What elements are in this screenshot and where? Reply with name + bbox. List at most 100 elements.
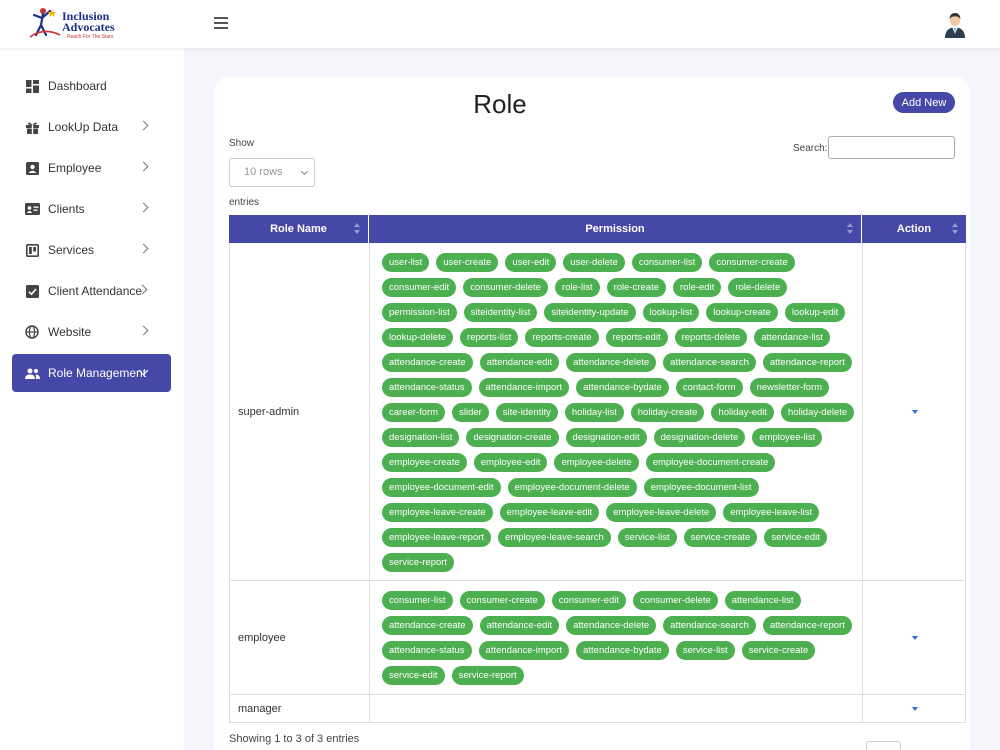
brand-logo[interactable]: Inclusion Advocates Reach For The Stars (26, 5, 116, 43)
permission-badge: consumer-list (382, 591, 453, 610)
permission-cell (370, 695, 863, 722)
permission-badge: designation-create (466, 428, 559, 447)
permission-badge: contact-form (675, 378, 743, 397)
checkbox-icon (24, 283, 40, 299)
permission-badge: attendance-report (762, 616, 852, 635)
permission-badge: employee-leave-report (382, 528, 492, 547)
menu-toggle-icon[interactable] (214, 17, 228, 29)
sidebar-item-website[interactable]: Website (12, 313, 171, 351)
permission-badge: attendance-list (724, 591, 801, 610)
table-info: Showing 1 to 3 of 3 entries (229, 733, 360, 745)
chevron-right-icon (138, 325, 149, 336)
action-cell (863, 243, 966, 580)
permission-badge: attendance-create (382, 353, 473, 372)
column-header-role-name[interactable]: Role Name (229, 215, 369, 243)
permission-badge: employee-document-delete (507, 478, 637, 497)
brand-name-line1: Inclusion (62, 9, 110, 23)
sidebar-item-services[interactable]: Services (12, 231, 171, 269)
permission-badge: role-create (606, 278, 667, 297)
sidebar-item-label: Website (48, 325, 92, 339)
permission-badge: role-edit (673, 278, 722, 297)
permission-badge: attendance-bydate (576, 378, 669, 397)
action-dropdown-icon[interactable] (911, 706, 918, 711)
sort-icon (952, 223, 958, 235)
role-name-cell: super-admin (230, 243, 370, 580)
rows-per-page-value: 10 rows (244, 166, 283, 178)
pagination-button[interactable] (866, 741, 901, 750)
chevron-down-icon (300, 167, 309, 176)
permission-badge: employee-delete (554, 453, 639, 472)
search-input[interactable] (828, 136, 955, 159)
permission-badge: attendance-status (382, 641, 472, 660)
permission-badge: service-list (617, 528, 677, 547)
brand-tagline: Reach For The Stars (67, 34, 114, 40)
sidebar-item-client-attendance[interactable]: Client Attendance (12, 272, 171, 310)
show-label: Show (229, 138, 255, 149)
column-header-label: Role Name (270, 223, 327, 235)
entries-label: entries (229, 197, 260, 208)
table-row: manager (229, 695, 966, 723)
sidebar-item-label: LookUp Data (48, 120, 119, 134)
sidebar-item-role-management[interactable]: Role Management (12, 354, 171, 392)
permission-badge: attendance-delete (566, 616, 657, 635)
permission-badge: employee-edit (473, 453, 548, 472)
permission-badge: user-list (382, 253, 430, 272)
sidebar-item-dashboard[interactable]: Dashboard (12, 67, 171, 105)
permission-badge: employee-leave-list (723, 503, 820, 522)
permission-badge: holiday-create (630, 403, 705, 422)
table-row: super-admin user-list user-create user-edi… (229, 243, 966, 581)
sidebar-item-employee[interactable]: Employee (12, 149, 171, 187)
column-header-permission[interactable]: Permission (369, 215, 862, 243)
permission-badge: reports-list (460, 328, 519, 347)
chevron-right-icon (138, 202, 149, 213)
permission-badge: lookup-create (706, 303, 778, 322)
permission-badge: site-identity (495, 403, 558, 422)
permission-badge: reports-edit (605, 328, 668, 347)
permission-badge: employee-leave-create (382, 503, 493, 522)
permission-badge: slider (452, 403, 489, 422)
permission-badge: service-list (675, 641, 735, 660)
page-title: Role (473, 89, 527, 119)
action-dropdown-icon[interactable] (911, 635, 918, 640)
permission-badge: consumer-delete (632, 591, 718, 610)
permission-badge: employee-document-create (645, 453, 776, 472)
sidebar-item-label: Clients (48, 202, 85, 216)
action-dropdown-icon[interactable] (911, 409, 918, 414)
sidebar-item-label: Services (48, 243, 95, 257)
permission-badge: consumer-edit (382, 278, 457, 297)
top-header: Inclusion Advocates Reach For The Stars (0, 0, 1000, 48)
role-name-cell: manager (230, 695, 370, 722)
sidebar-item-lookup-data[interactable]: LookUp Data (12, 108, 171, 146)
permission-badge: lookup-delete (382, 328, 454, 347)
permission-badge: attendance-search (663, 616, 756, 635)
sidebar-item-clients[interactable]: Clients (12, 190, 171, 228)
permission-badge: siteidentity-update (544, 303, 636, 322)
sidebar-item-label: Dashboard (48, 79, 107, 93)
rows-per-page-select[interactable]: 10 rows (229, 158, 315, 187)
permission-badge: newsletter-form (749, 378, 830, 397)
permission-badge: employee-list (752, 428, 823, 447)
permission-badge: employee-leave-search (498, 528, 611, 547)
add-new-button[interactable]: Add New (893, 92, 955, 113)
sidebar-item-label: Role Management (48, 366, 147, 380)
users-icon (24, 365, 40, 381)
permission-badge: employee-leave-edit (499, 503, 600, 522)
id-badge-icon (24, 160, 40, 176)
permission-badge: service-edit (764, 528, 827, 547)
permission-badge: holiday-edit (711, 403, 775, 422)
permission-badge: service-report (451, 666, 524, 685)
permission-badge: permission-list (382, 303, 457, 322)
column-header-action[interactable]: Action (862, 215, 966, 243)
dashboard-icon (24, 78, 40, 94)
permission-badge: siteidentity-list (463, 303, 538, 322)
permission-badge: consumer-edit (551, 591, 626, 610)
permission-badge: holiday-list (564, 403, 624, 422)
permission-badge: attendance-import (478, 378, 570, 397)
permission-badge: user-edit (505, 253, 557, 272)
permission-badge: attendance-search (663, 353, 756, 372)
board-icon (24, 242, 40, 258)
action-cell (863, 695, 966, 722)
user-avatar[interactable] (942, 10, 968, 38)
permission-badge: consumer-create (709, 253, 795, 272)
sidebar: Dashboard LookUp Data Employee Clients S… (0, 48, 184, 750)
